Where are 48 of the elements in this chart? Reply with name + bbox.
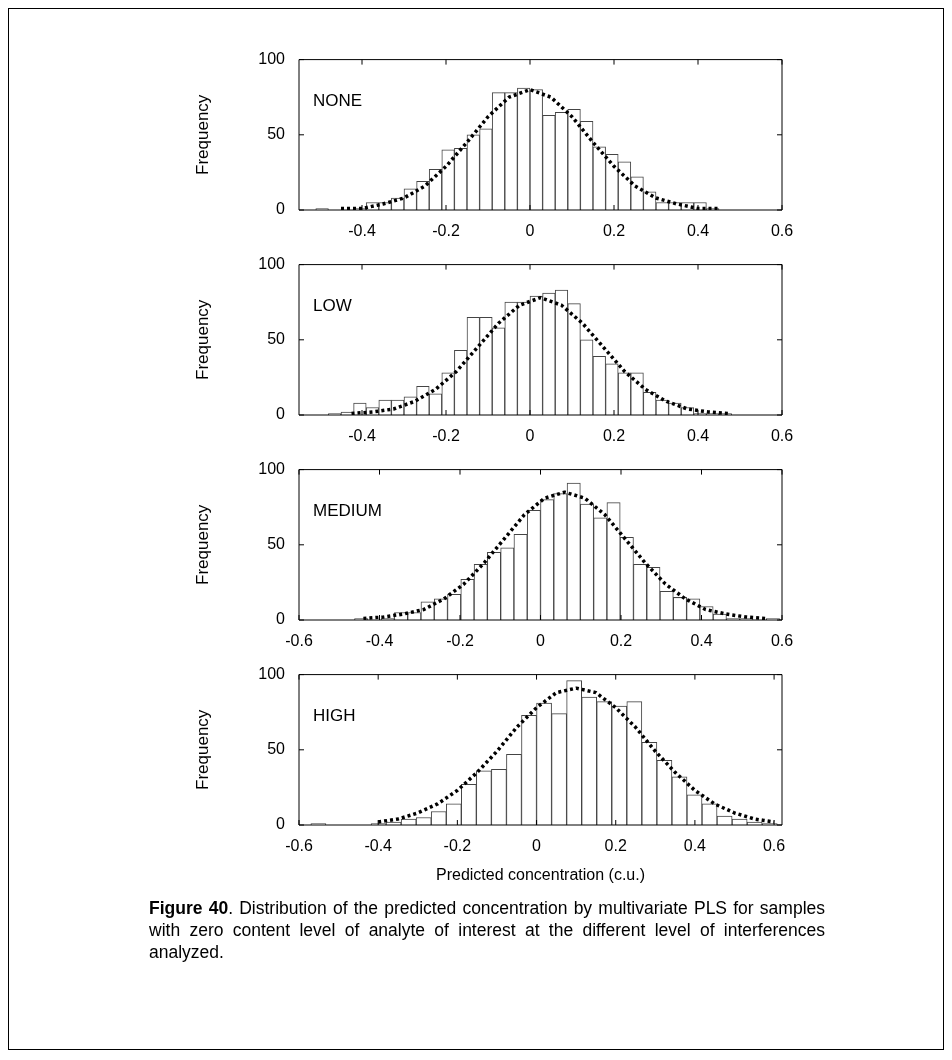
x-tick-label: 0.4: [690, 632, 713, 650]
y-tick-label: 100: [258, 255, 286, 273]
x-tick-label: 0: [525, 427, 535, 445]
x-tick-label: -0.4: [365, 632, 394, 650]
y-tick-label: 100: [258, 460, 286, 478]
y-axis-title: Frequency: [192, 709, 212, 790]
x-tick-label: 0.6: [770, 632, 794, 650]
text: NONE: [313, 91, 363, 111]
y-tick-label: 0: [276, 405, 286, 423]
x-tick-label: 0.6: [770, 427, 794, 445]
y-tick-label: 0: [276, 815, 286, 833]
x-tick-label: -0.2: [432, 427, 460, 445]
x-tick-label: -0.4: [364, 837, 393, 855]
x-tick-label: 0.4: [686, 427, 710, 445]
x-axis-title: Predicted concentration (c.u.): [436, 865, 645, 883]
y-axis-title: Frequency: [192, 94, 212, 175]
x-tick-label: 0.2: [602, 427, 626, 445]
y-tick-label: 100: [258, 665, 286, 683]
y-tick-label: 50: [267, 740, 286, 758]
x-tick-label: 0: [536, 632, 546, 650]
x-tick-label: -0.2: [443, 837, 472, 855]
x-tick-label: -0.4: [348, 427, 376, 445]
x-tick-label: 0: [525, 222, 535, 240]
x-tick-label: 0.4: [683, 837, 707, 855]
x-tick-label: 0: [532, 837, 542, 855]
caption: Figure 40. Distribution of the predicted concentration by multivariate PLS for samples with zero content level of analyte of interest at the different level of interferences analyzed.: [149, 897, 825, 963]
x-tick-label: -0.4: [348, 222, 376, 240]
x-tick-label: -0.2: [446, 632, 474, 650]
y-tick-label: 50: [267, 125, 286, 143]
x-tick-label: -0.6: [285, 632, 313, 650]
x-tick-label: -0.2: [432, 222, 460, 240]
y-tick-label: 50: [267, 535, 286, 553]
y-axis-title: Frequency: [192, 299, 212, 380]
x-tick-label: 0.4: [686, 222, 710, 240]
x-tick-label: 0.2: [609, 632, 633, 650]
y-tick-label: 0: [276, 200, 286, 218]
x-tick-label: 0.6: [770, 222, 794, 240]
text: MEDIUM: [313, 501, 382, 521]
y-tick-label: 0: [276, 610, 286, 628]
y-axis-title: Frequency: [192, 504, 212, 585]
x-tick-label: 0.6: [762, 837, 786, 855]
y-tick-label: 100: [258, 50, 286, 68]
x-tick-label: 0.2: [604, 837, 627, 855]
y-tick-label: 50: [267, 330, 286, 348]
text: HIGH: [313, 706, 356, 726]
x-tick-label: 0.2: [602, 222, 626, 240]
text: LOW: [313, 296, 352, 316]
x-tick-label: -0.6: [285, 837, 313, 855]
